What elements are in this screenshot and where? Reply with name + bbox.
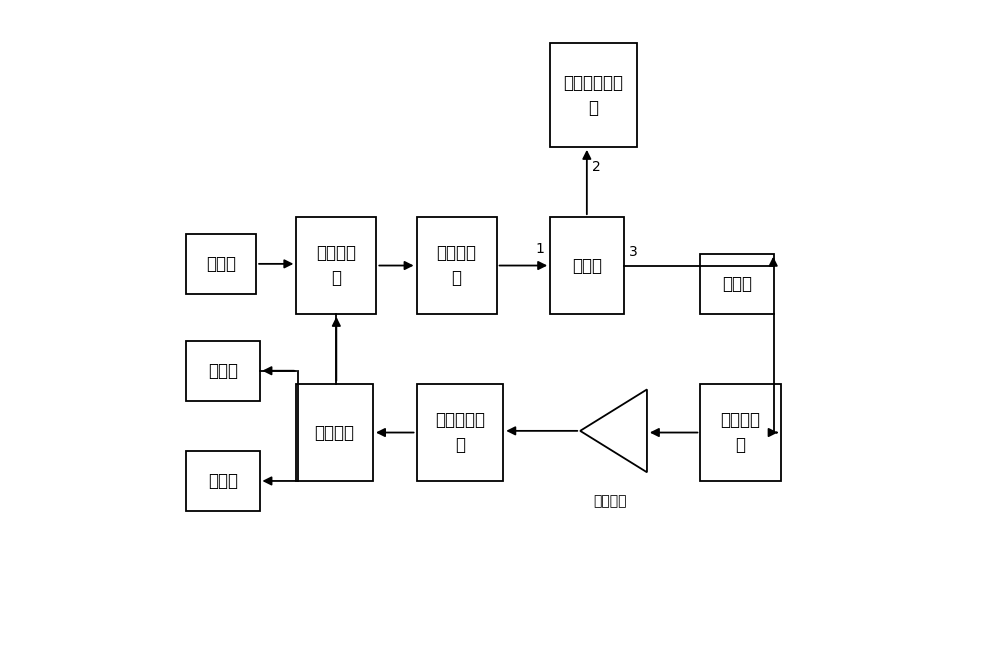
- Polygon shape: [580, 389, 647, 472]
- Text: 电耦合器: 电耦合器: [315, 424, 355, 442]
- Bar: [416, 217, 497, 314]
- Text: 环形器: 环形器: [572, 257, 602, 275]
- Text: 相移布拉格光
栅: 相移布拉格光 栅: [564, 73, 624, 117]
- Bar: [186, 234, 256, 294]
- Text: 示波器: 示波器: [208, 472, 238, 490]
- Text: 激光器: 激光器: [206, 255, 236, 273]
- Text: 1: 1: [536, 242, 545, 256]
- Text: 光电探测
器: 光电探测 器: [720, 411, 760, 454]
- Bar: [416, 384, 503, 481]
- Text: 3: 3: [629, 245, 638, 259]
- Text: 电放大器: 电放大器: [593, 494, 627, 508]
- Bar: [550, 43, 637, 147]
- Text: 强度调制
器: 强度调制 器: [437, 244, 477, 287]
- Text: 电带通滤波
器: 电带通滤波 器: [435, 411, 485, 454]
- Text: 频谱仪: 频谱仪: [208, 362, 238, 379]
- Text: 2: 2: [592, 160, 601, 174]
- Bar: [296, 217, 376, 314]
- Text: 延时线: 延时线: [722, 275, 752, 293]
- Bar: [186, 341, 260, 401]
- Bar: [186, 451, 260, 511]
- Bar: [700, 384, 781, 481]
- Bar: [296, 384, 373, 481]
- Bar: [700, 254, 774, 314]
- Bar: [550, 217, 624, 314]
- Text: 相位调制
器: 相位调制 器: [316, 244, 356, 287]
